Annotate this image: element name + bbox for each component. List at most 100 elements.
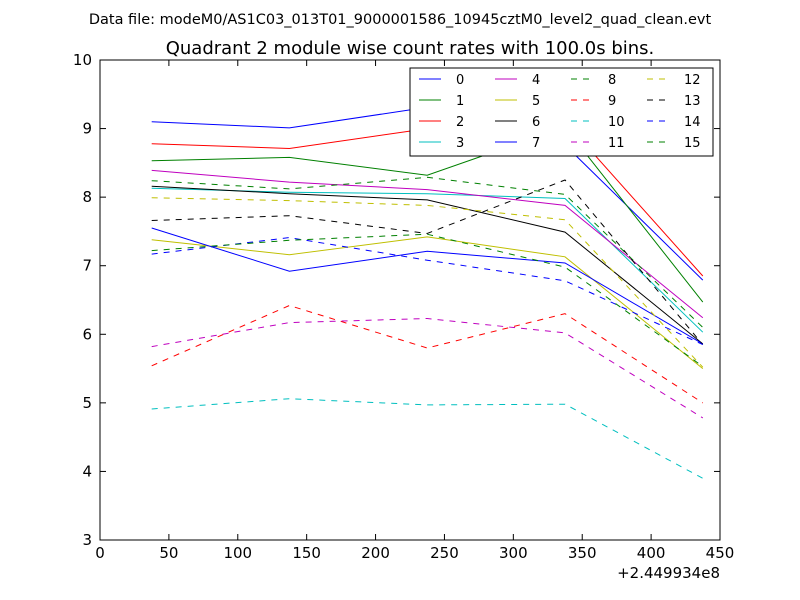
data-point-5 bbox=[563, 255, 566, 258]
data-point-15 bbox=[563, 265, 566, 268]
x-tick-label: 100 bbox=[223, 544, 252, 562]
x-tick-label: 250 bbox=[430, 544, 459, 562]
data-point-14 bbox=[426, 259, 429, 262]
data-point-15 bbox=[150, 249, 153, 252]
data-point-14 bbox=[563, 279, 566, 282]
data-point-5 bbox=[288, 253, 291, 256]
x-tick-label: 200 bbox=[361, 544, 390, 562]
data-point-10 bbox=[563, 403, 566, 406]
data-point-14 bbox=[150, 252, 153, 255]
series-line-5 bbox=[151, 236, 704, 369]
legend-label-7: 7 bbox=[532, 136, 540, 151]
data-point-5 bbox=[150, 238, 153, 241]
data-point-6 bbox=[563, 231, 566, 234]
data-point-14 bbox=[701, 343, 704, 346]
data-point-15 bbox=[701, 365, 704, 368]
data-point-8 bbox=[701, 326, 704, 329]
data-point-12 bbox=[426, 204, 429, 207]
data-point-0 bbox=[150, 120, 153, 123]
data-point-10 bbox=[426, 403, 429, 406]
chart-title: Quadrant 2 module wise count rates with … bbox=[166, 38, 655, 59]
data-point-3 bbox=[426, 192, 429, 195]
data-point-11 bbox=[426, 317, 429, 320]
y-tick-label: 8 bbox=[82, 188, 92, 206]
data-point-4 bbox=[288, 180, 291, 183]
data-point-12 bbox=[288, 199, 291, 202]
data-point-2 bbox=[288, 147, 291, 150]
data-point-3 bbox=[563, 197, 566, 200]
data-point-8 bbox=[288, 187, 291, 190]
y-tick-label: 10 bbox=[73, 51, 92, 69]
legend-label-14: 14 bbox=[684, 115, 701, 130]
legend-label-10: 10 bbox=[608, 115, 625, 130]
data-point-10 bbox=[701, 477, 704, 480]
series-line-15 bbox=[151, 233, 704, 367]
data-point-9 bbox=[150, 364, 153, 367]
data-point-7 bbox=[150, 226, 153, 229]
y-tick-label: 6 bbox=[82, 325, 92, 343]
data-point-14 bbox=[288, 236, 291, 239]
data-point-1 bbox=[288, 156, 291, 159]
data-point-7 bbox=[426, 250, 429, 253]
data-point-6 bbox=[426, 198, 429, 201]
series-layer bbox=[150, 106, 704, 480]
data-point-11 bbox=[288, 321, 291, 324]
legend-label-4: 4 bbox=[532, 73, 540, 88]
x-tick-label: 450 bbox=[706, 544, 735, 562]
x-tick-label: 400 bbox=[637, 544, 666, 562]
y-tick-label: 5 bbox=[82, 394, 92, 412]
data-point-11 bbox=[150, 345, 153, 348]
x-tick-label: 350 bbox=[568, 544, 597, 562]
data-point-2 bbox=[150, 142, 153, 145]
x-tick-label: 300 bbox=[499, 544, 528, 562]
data-point-9 bbox=[426, 346, 429, 349]
legend-label-1: 1 bbox=[456, 94, 464, 109]
data-point-10 bbox=[150, 407, 153, 410]
data-file-header: Data file: modeM0/AS1C03_013T01_90000015… bbox=[89, 12, 712, 28]
data-point-8 bbox=[150, 179, 153, 182]
data-point-13 bbox=[150, 219, 153, 222]
legend-label-12: 12 bbox=[684, 73, 701, 88]
legend-label-11: 11 bbox=[608, 136, 625, 151]
series-line-9 bbox=[151, 304, 704, 404]
legend-label-9: 9 bbox=[608, 94, 616, 109]
series-line-1 bbox=[151, 126, 704, 303]
legend-label-3: 3 bbox=[456, 136, 464, 151]
data-point-6 bbox=[150, 185, 153, 188]
data-point-4 bbox=[701, 316, 704, 319]
x-tick-label: 50 bbox=[159, 544, 178, 562]
series-line-13 bbox=[151, 179, 704, 345]
x-tick-label: 0 bbox=[95, 544, 105, 562]
data-point-12 bbox=[150, 196, 153, 199]
series-line-7 bbox=[151, 227, 704, 345]
data-point-6 bbox=[288, 192, 291, 195]
legend-label-8: 8 bbox=[608, 73, 616, 88]
legend-label-13: 13 bbox=[684, 94, 701, 109]
legend-label-0: 0 bbox=[456, 73, 464, 88]
data-point-11 bbox=[701, 416, 704, 419]
x-offset-label: +2.449934e8 bbox=[617, 564, 720, 582]
series-line-8 bbox=[151, 176, 704, 328]
data-point-7 bbox=[563, 261, 566, 264]
legend-box bbox=[409, 67, 714, 157]
data-point-11 bbox=[563, 331, 566, 334]
data-point-4 bbox=[426, 188, 429, 191]
series-line-10 bbox=[151, 398, 704, 479]
data-point-5 bbox=[426, 235, 429, 238]
series-line-12 bbox=[151, 197, 704, 368]
series-line-14 bbox=[151, 237, 704, 346]
legend-label-15: 15 bbox=[684, 136, 701, 151]
y-tick-label: 4 bbox=[82, 462, 92, 480]
data-point-12 bbox=[563, 218, 566, 221]
y-tick-label: 7 bbox=[82, 257, 92, 275]
legend-label-2: 2 bbox=[456, 115, 464, 130]
y-tick-label: 9 bbox=[82, 120, 92, 138]
data-point-13 bbox=[563, 178, 566, 181]
data-point-8 bbox=[426, 176, 429, 179]
data-point-8 bbox=[563, 193, 566, 196]
data-point-1 bbox=[150, 159, 153, 162]
plot-frame bbox=[99, 59, 721, 541]
data-point-13 bbox=[288, 214, 291, 217]
